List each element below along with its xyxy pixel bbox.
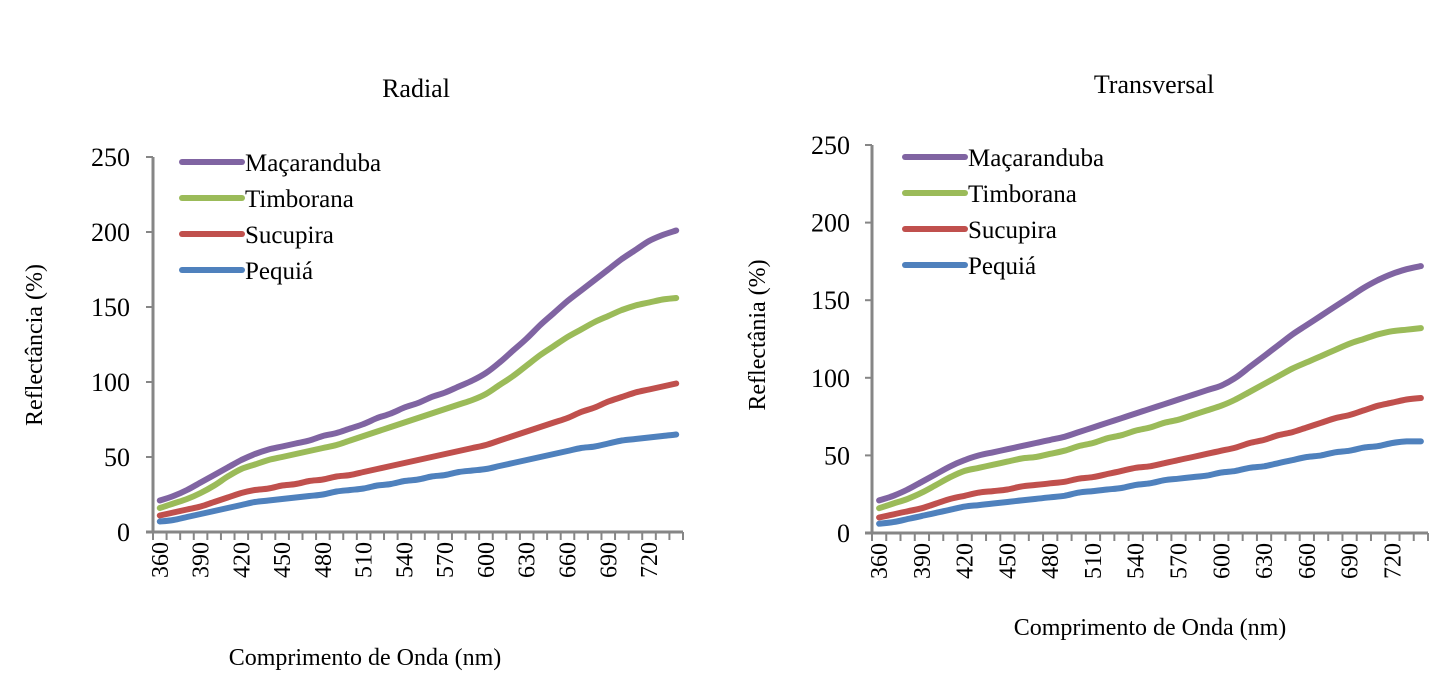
x-tick-label: 630 [1252,543,1278,579]
legend-label: Maçaranduba [968,145,1104,172]
legend-label: Pequiá [245,258,313,285]
x-tick-label: 660 [555,542,581,578]
x-tick-label: 480 [1038,543,1064,579]
y-tick-label: 200 [811,209,850,238]
series-line-timborana [876,325,1424,512]
y-tick-label: 100 [91,368,130,397]
y-tick-label: 0 [837,519,850,548]
y-tick-label: 150 [91,293,130,322]
legend-label: Sucupira [245,222,334,249]
x-tick-label: 660 [1295,543,1321,579]
x-tick-label: 510 [1081,543,1107,579]
legend-label: Pequiá [968,253,1036,280]
x-tick-label: 480 [311,542,337,578]
y-tick-label: 200 [91,218,130,247]
chart-transversal: Transversal Reflectânia (%) Comprimento … [745,70,1429,641]
x-tick-label: 450 [995,543,1021,579]
series-line-sucupira [156,380,680,519]
x-tick-label: 390 [189,542,215,578]
x-tick-label: 390 [910,543,936,579]
x-tick-label: 420 [953,543,979,579]
series-line-maçaranduba [876,263,1424,504]
x-tick-label: 570 [1167,543,1193,579]
legend-label: Sucupira [968,217,1057,244]
series-line-pequiá [876,438,1424,527]
series-line-timborana [156,295,680,511]
x-axis-title: Comprimento de Onda (nm) [1014,615,1287,641]
legend-label: Timborana [968,181,1077,208]
x-tick-label: 510 [352,542,378,578]
y-tick-label: 0 [117,518,130,547]
x-tick-label: 600 [474,542,500,578]
y-tick-label: 50 [104,443,130,472]
y-tick-label: 50 [824,441,850,470]
legend-label: Maçaranduba [245,150,381,177]
x-tick-label: 630 [515,542,541,578]
y-tick-label: 250 [811,131,850,160]
x-tick-label: 420 [229,542,255,578]
y-axis-title: Reflectânia (%) [745,259,771,410]
x-tick-label: 720 [637,542,663,578]
chart-title: Transversal [1094,70,1214,99]
x-tick-label: 540 [392,542,418,578]
y-tick-label: 150 [811,286,850,315]
x-tick-label: 450 [270,542,296,578]
series-line-pequiá [156,431,680,525]
series-line-maçaranduba [156,227,680,504]
x-tick-label: 570 [433,542,459,578]
chart-radial: Radial Reflectância (%) Comprimento de O… [22,74,684,671]
x-tick-label: 360 [867,543,893,579]
x-tick-label: 600 [1209,543,1235,579]
y-tick-label: 250 [91,143,130,172]
x-tick-label: 690 [596,542,622,578]
x-tick-label: 690 [1338,543,1364,579]
y-tick-label: 100 [811,364,850,393]
chart-title: Radial [382,74,450,103]
x-tick-label: 360 [148,542,174,578]
y-axis-title: Reflectância (%) [22,264,48,426]
x-tick-label: 720 [1380,543,1406,579]
series-line-sucupira [876,395,1424,521]
x-axis-title: Comprimento de Onda (nm) [229,645,502,671]
legend-label: Timborana [245,186,354,213]
x-tick-label: 540 [1124,543,1150,579]
